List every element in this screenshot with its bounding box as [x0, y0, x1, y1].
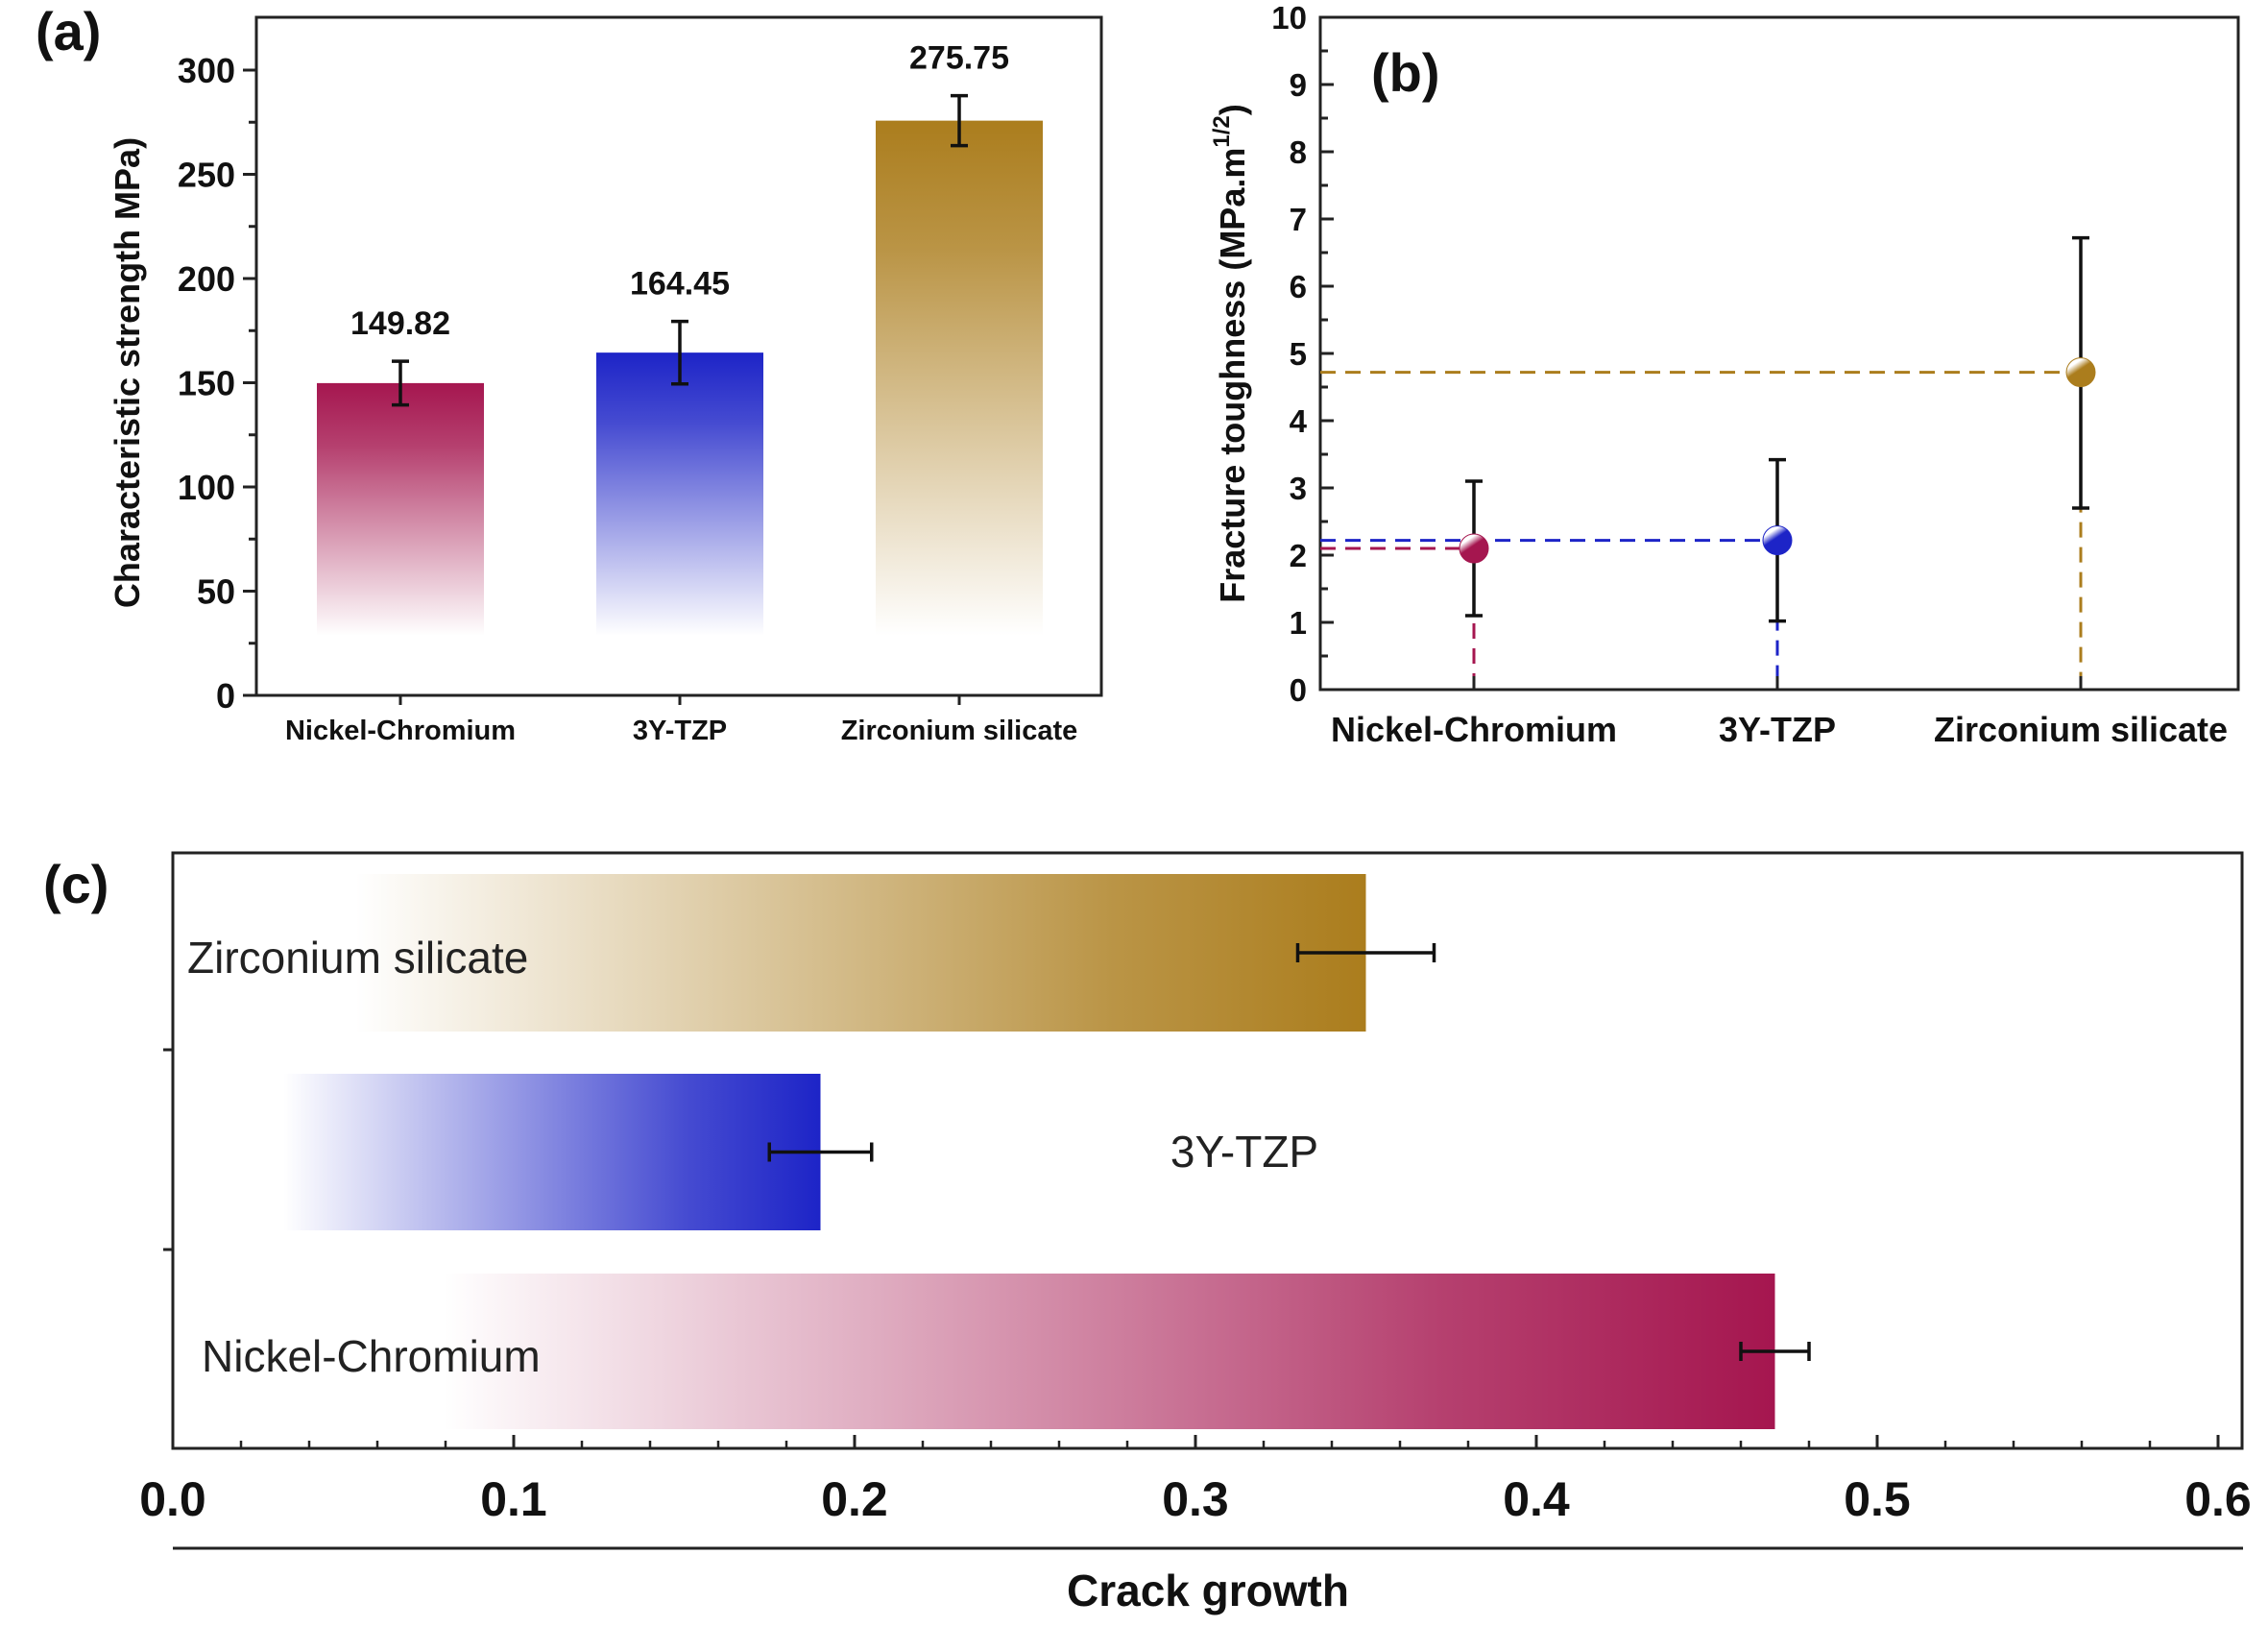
y-tick-label: 300 [178, 51, 235, 90]
bar [283, 1074, 821, 1230]
x-tick-label: 0.6 [2184, 1472, 2252, 1526]
y-tick-label: 2 [1290, 538, 1307, 573]
data-label: 275.75 [909, 40, 1009, 77]
panel-c-frame [171, 851, 2244, 1450]
x-tick-label: Zirconium silicate [1934, 710, 2228, 749]
panel-a-bars: 149.82 164.45 275.75 [317, 40, 1043, 636]
y-tick-label: 5 [1290, 336, 1307, 372]
y-tick-label: 9 [1290, 67, 1307, 103]
x-tick-label: Nickel-Chromium [1331, 710, 1617, 749]
y-tick-label: 6 [1290, 269, 1307, 304]
panel-a-y-axis-label: Characteristic strength MPa) [108, 137, 147, 608]
panel-a-strength-chart: (a) Characteristic strength MPa) 0 50 100 1… [36, 1, 1103, 746]
error-bar [671, 319, 688, 386]
y-tick-label: 50 [197, 572, 235, 612]
panel-b-x-tick-labels: Nickel-Chromium 3Y-TZP Zirconium silicate [1331, 676, 2228, 749]
x-tick-label: 0.5 [1844, 1472, 1911, 1526]
bar [444, 1274, 1775, 1429]
panel-a-letter: (a) [36, 1, 101, 61]
panel-c-bars: Zirconium silicate 3Y-TZP Nickel-Chromium [187, 874, 1811, 1429]
x-tick-label: 0.0 [139, 1472, 206, 1526]
error-bar [951, 93, 968, 148]
x-tick-label: 0.2 [821, 1472, 888, 1526]
panel-b-frame [1318, 15, 2240, 692]
x-tick-label: 3Y-TZP [1719, 710, 1836, 749]
panel-b-y-label-tail: ) [1213, 104, 1252, 115]
panel-b-y-ticks: 0 1 2 3 4 5 6 7 8 9 10 [1271, 0, 1334, 708]
panel-b-y-label-main: Fracture toughness (MPa.m [1213, 148, 1252, 603]
bar-category-label: Zirconium silicate [187, 933, 528, 983]
x-tick-label: 0.1 [480, 1472, 547, 1526]
error-bar [392, 359, 409, 407]
panel-a-y-ticks: 0 50 100 150 200 250 300 [178, 51, 256, 716]
bar-category-label: Nickel-Chromium [202, 1331, 541, 1381]
y-tick-label: 0 [1290, 672, 1307, 708]
x-tick-label: 0.3 [1162, 1472, 1229, 1526]
data-point [2065, 357, 2096, 388]
data-label: 149.82 [350, 305, 450, 342]
y-tick-label: 100 [178, 468, 235, 507]
data-point [1762, 525, 1793, 556]
panel-b-toughness-chart: (b) Fracture toughness (MPa.m1/2) 0 1 2 3 4 5… [1209, 0, 2240, 749]
bar [876, 120, 1043, 636]
y-tick-label: 1 [1290, 605, 1307, 641]
data-point [1459, 533, 1489, 564]
x-tick-label: 0.4 [1503, 1472, 1570, 1526]
y-tick-label: 0 [216, 676, 235, 716]
panel-c-letter: (c) [43, 854, 109, 914]
bar [355, 874, 1366, 1032]
bar-category-label: 3Y-TZP [1170, 1127, 1318, 1177]
bar [596, 352, 763, 636]
error-bar [1739, 1342, 1811, 1361]
y-tick-label: 150 [178, 364, 235, 403]
data-label: 164.45 [630, 266, 730, 303]
panel-b-guide-lines [1320, 371, 2083, 690]
y-tick-label: 250 [178, 156, 235, 195]
x-tick-label: 3Y-TZP [633, 716, 727, 746]
panel-b-points [1459, 235, 2096, 623]
panel-b-letter: (b) [1371, 42, 1440, 103]
panel-a-x-tick-labels: Nickel-Chromium 3Y-TZP Zirconium silicate [285, 695, 1077, 746]
panel-b-y-label-sup: 1/2 [1209, 115, 1235, 147]
panel-b-y-axis-label: Fracture toughness (MPa.m1/2) [1209, 104, 1252, 602]
panel-c-x-axis-label: Crack growth [1067, 1566, 1349, 1615]
y-tick-label: 7 [1290, 202, 1307, 237]
y-tick-label: 4 [1290, 403, 1308, 439]
y-tick-label: 200 [178, 259, 235, 299]
y-tick-label: 10 [1271, 0, 1307, 36]
panel-c-crack-growth-chart: (c) Zirconium silicate 3Y-TZP Nickel-Chrom… [43, 851, 2252, 1615]
error-bar [767, 1142, 874, 1162]
y-tick-label: 3 [1290, 471, 1307, 506]
bar [317, 382, 484, 636]
y-tick-label: 8 [1290, 134, 1307, 170]
panel-c-x-ticks: 0.0 0.1 0.2 0.3 0.4 0.5 0.6 [139, 1048, 2252, 1526]
error-bar [1295, 943, 1436, 962]
x-tick-label: Nickel-Chromium [285, 716, 516, 746]
x-tick-label: Zirconium silicate [841, 716, 1078, 746]
